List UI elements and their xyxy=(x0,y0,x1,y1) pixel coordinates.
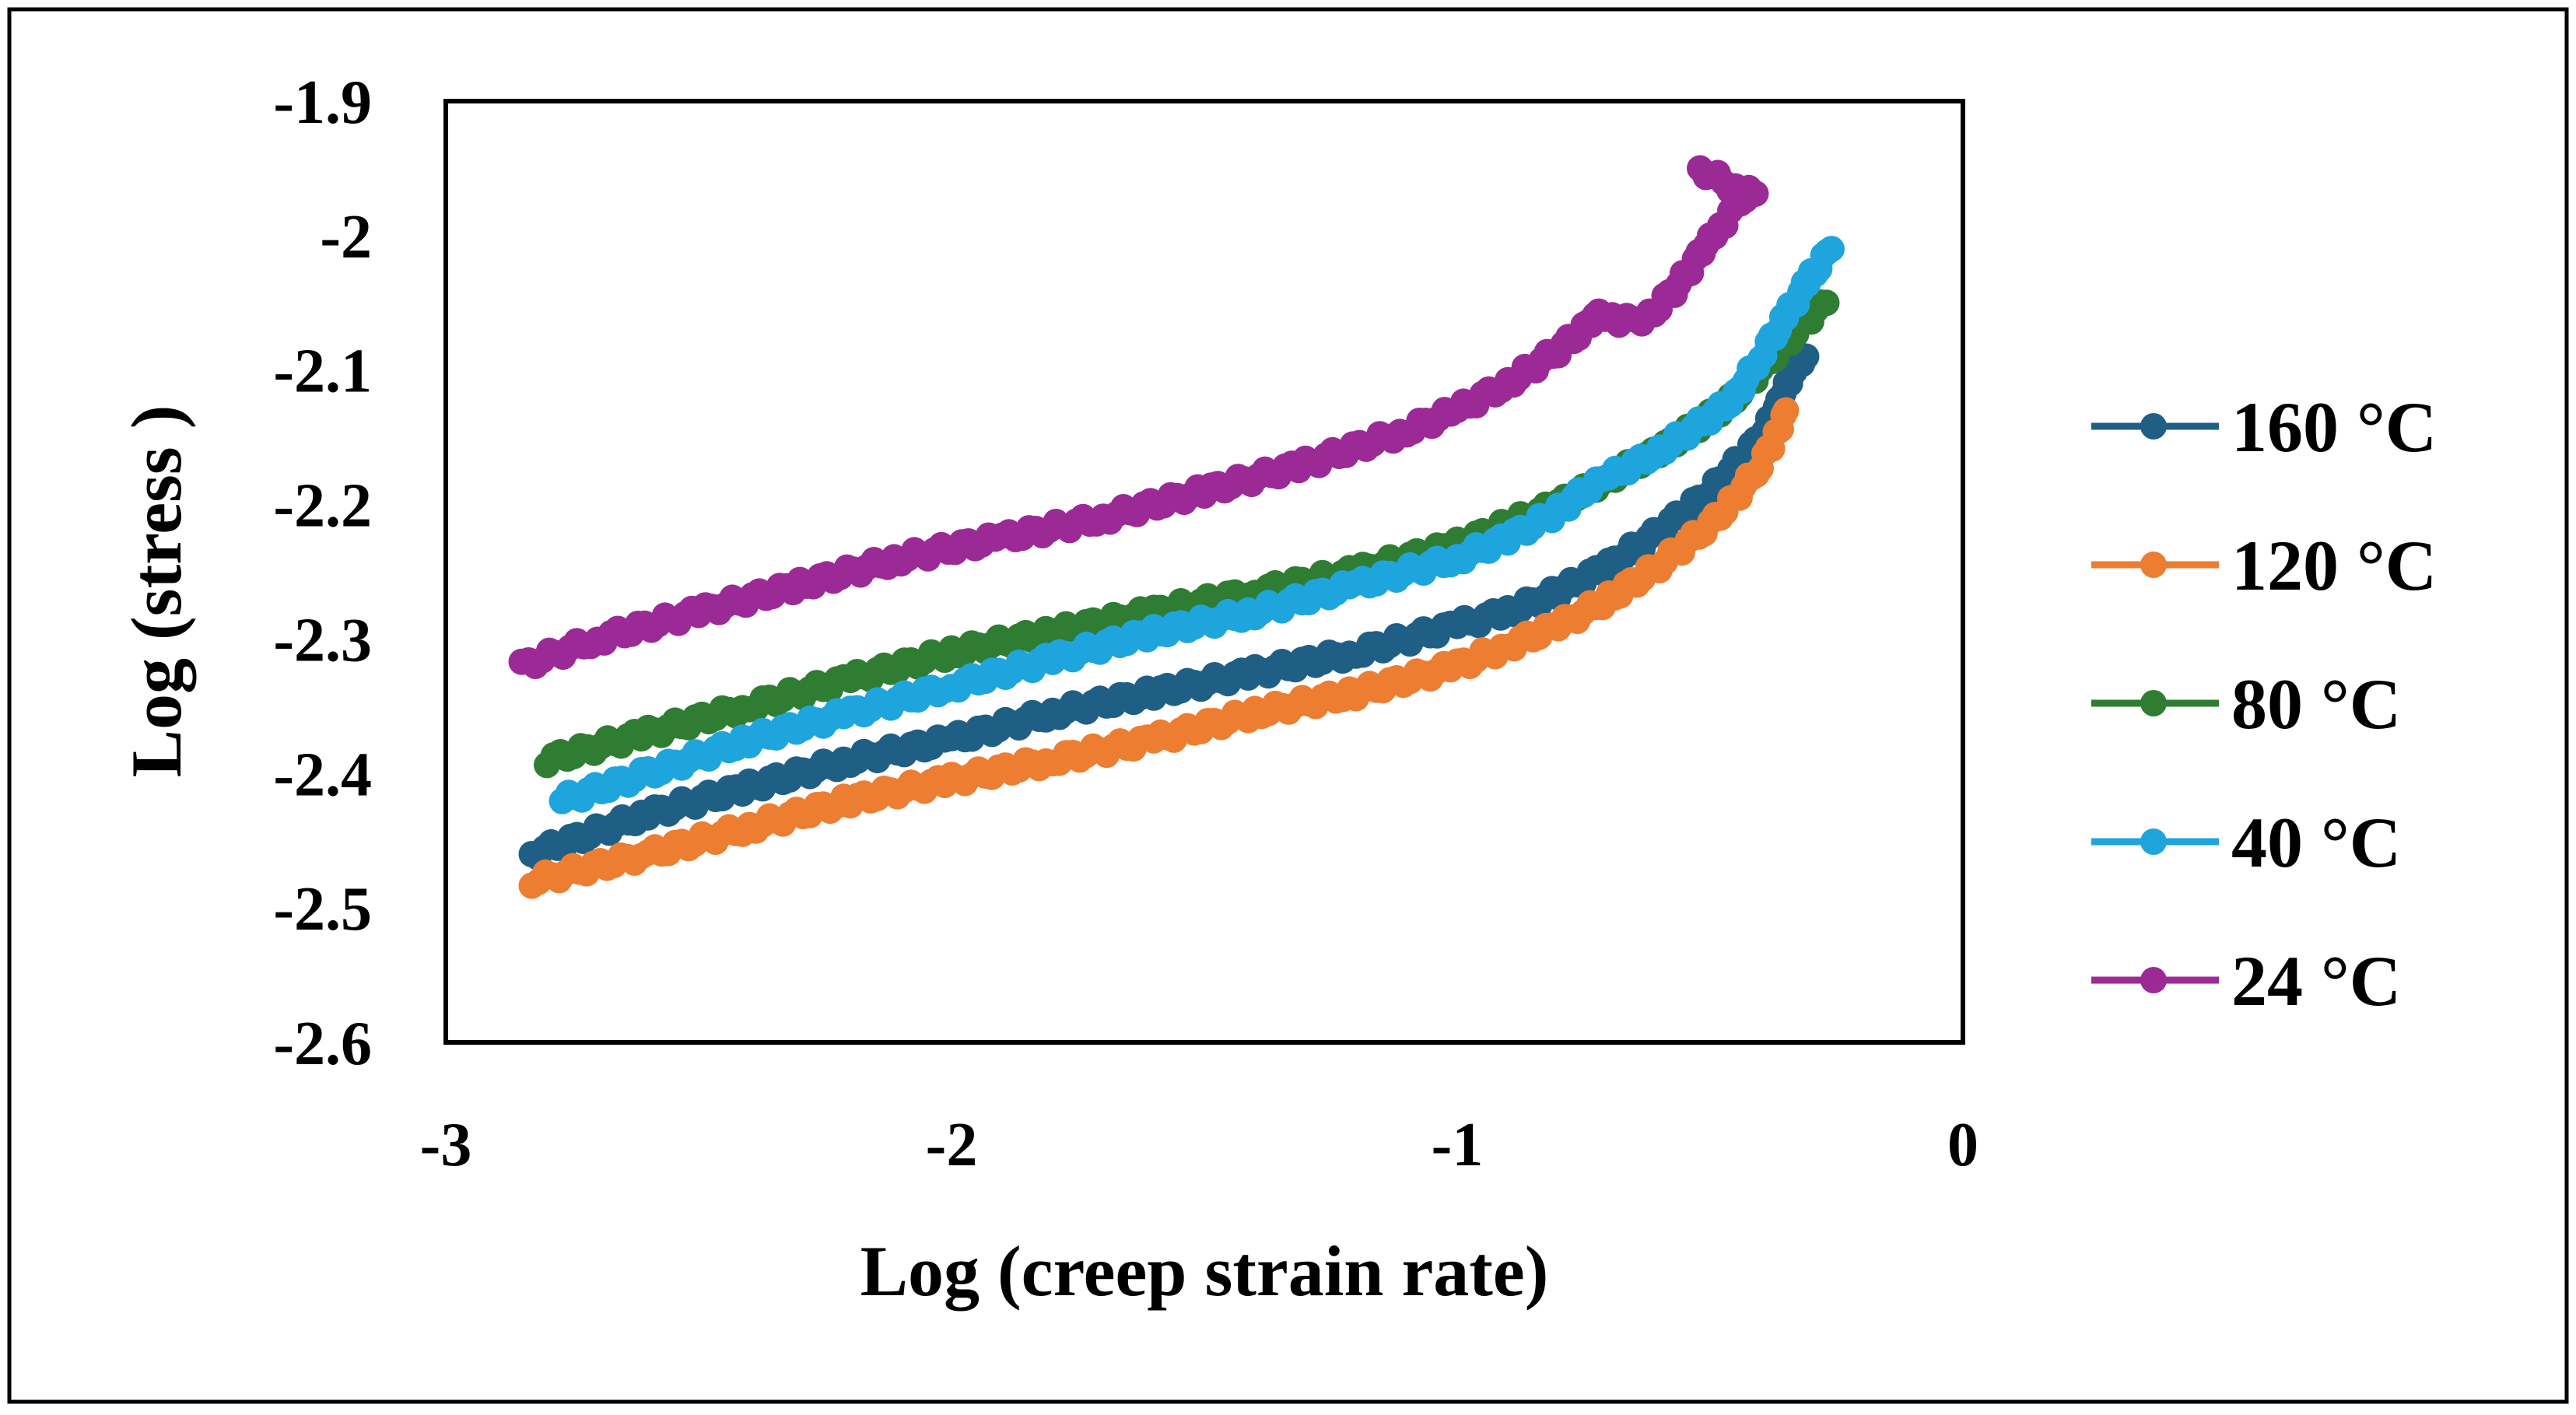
data-point xyxy=(1818,236,1845,263)
y-axis-ticks: -1.9 -2 -2.1 -2.2 -2.3 -2.4 -2.5 -2.6 xyxy=(273,68,372,1078)
x-axis-ticks: -3 -2 -1 0 xyxy=(420,1111,1978,1179)
data-point xyxy=(1687,155,1713,182)
legend-item: 40 °C xyxy=(2091,803,2401,882)
series-160-C xyxy=(518,343,1820,871)
y-tick-label: -2.2 xyxy=(273,472,372,541)
legend-label: 160 °C xyxy=(2231,387,2437,467)
legend-label: 120 °C xyxy=(2231,526,2437,605)
legend-marker xyxy=(2140,828,2167,855)
plot-area xyxy=(443,99,1965,1045)
legend-label: 40 °C xyxy=(2231,803,2401,882)
x-tick-label: -2 xyxy=(926,1111,978,1179)
y-tick-label: -2.5 xyxy=(273,875,372,944)
series-120-C xyxy=(518,397,1800,899)
x-tick-label: 0 xyxy=(1947,1111,1978,1179)
y-tick-label: -1.9 xyxy=(273,68,372,137)
legend-item: 160 °C xyxy=(2091,387,2437,467)
legend-marker xyxy=(2140,967,2167,993)
series-24-C xyxy=(508,155,1769,679)
y-tick-label: -2.3 xyxy=(273,606,372,674)
legend-marker xyxy=(2140,690,2167,716)
legend-marker xyxy=(2140,552,2167,578)
series-40-C xyxy=(548,236,1845,814)
x-tick-label: -1 xyxy=(1432,1111,1484,1179)
legend-item: 80 °C xyxy=(2091,664,2401,744)
legend: 160 °C 120 °C 80 °C 40 °C 24 °C xyxy=(2091,387,2437,1021)
y-tick-label: -2.1 xyxy=(273,338,372,406)
x-axis-title: Log (creep strain rate) xyxy=(860,1231,1549,1311)
series-layer xyxy=(508,155,1845,899)
y-tick-label: -2.6 xyxy=(273,1010,372,1078)
data-point xyxy=(1772,397,1800,424)
legend-marker xyxy=(2140,413,2167,440)
y-tick-label: -2.4 xyxy=(273,741,372,809)
y-axis-title: Log (stress ) xyxy=(117,405,196,778)
legend-item: 120 °C xyxy=(2091,526,2437,605)
legend-item: 24 °C xyxy=(2091,941,2401,1021)
data-point xyxy=(1813,289,1840,317)
legend-label: 24 °C xyxy=(2231,941,2401,1021)
legend-label: 80 °C xyxy=(2231,664,2401,744)
y-tick-label: -2 xyxy=(320,203,372,271)
x-tick-label: -3 xyxy=(420,1111,472,1179)
